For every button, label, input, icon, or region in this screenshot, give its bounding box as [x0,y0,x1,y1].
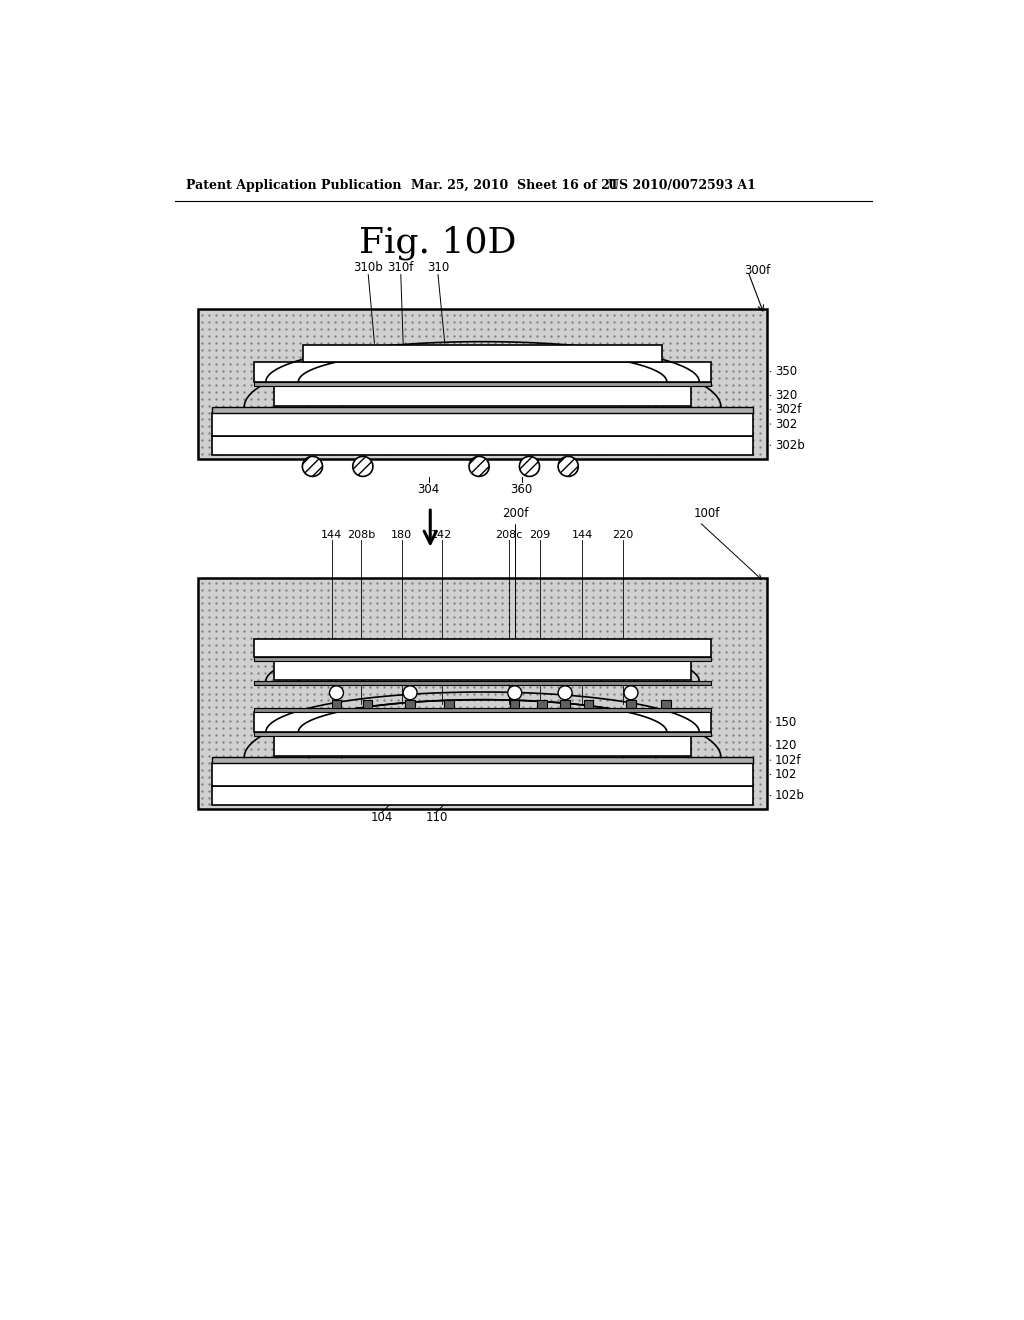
Circle shape [519,457,540,477]
Bar [212,407,754,412]
Text: 102: 102 [775,768,798,781]
Text: 310f: 310f [388,261,414,275]
Text: Fig. 10D: Fig. 10D [359,226,517,260]
Bar [212,785,754,805]
Text: 220: 220 [612,529,634,540]
Bar [212,763,754,785]
Bar [332,701,341,708]
Bar [444,701,454,708]
Bar [662,701,671,708]
Circle shape [330,686,343,700]
Text: 304: 304 [418,483,440,495]
Text: 360: 360 [511,483,532,495]
Text: 144: 144 [322,529,342,540]
Circle shape [508,686,521,700]
Text: Patent Application Publication: Patent Application Publication [186,178,401,191]
Bar [254,639,711,657]
Circle shape [469,457,489,477]
Bar [510,701,519,708]
Text: 350: 350 [775,366,798,379]
Bar [198,578,767,809]
Text: 208b: 208b [347,529,376,540]
Text: 180: 180 [391,529,412,540]
Bar [254,711,711,733]
Bar [303,345,662,362]
Bar [406,701,415,708]
Bar [627,701,636,708]
Text: 102f: 102f [775,754,802,767]
Text: 208c: 208c [495,529,522,540]
Circle shape [302,457,323,477]
Bar [254,362,711,381]
Bar [212,413,754,436]
Text: 102b: 102b [775,789,805,803]
Circle shape [558,686,572,700]
Bar [254,681,711,685]
Bar [212,436,754,455]
Bar [273,661,691,680]
Bar [584,701,593,708]
Text: 320: 320 [775,389,798,403]
Bar [273,737,691,756]
Text: 302: 302 [775,417,798,430]
Bar [362,701,372,708]
Circle shape [558,457,579,477]
Bar [538,701,547,708]
Text: 209: 209 [529,529,550,540]
Text: 310b: 310b [353,261,383,275]
Bar [198,309,767,459]
Circle shape [352,457,373,477]
Text: 302f: 302f [775,404,802,416]
Text: 144: 144 [571,529,593,540]
Text: 150: 150 [775,715,798,729]
Bar [254,657,711,661]
Text: 110: 110 [425,812,447,825]
Bar [254,708,711,711]
Text: Mar. 25, 2010  Sheet 16 of 21: Mar. 25, 2010 Sheet 16 of 21 [411,178,618,191]
Circle shape [624,686,638,700]
Text: 120: 120 [775,739,798,752]
Text: 200f: 200f [503,507,528,520]
Text: US 2010/0072593 A1: US 2010/0072593 A1 [608,178,757,191]
Text: 310: 310 [427,261,450,275]
Bar [273,385,691,405]
Text: 302b: 302b [775,438,805,451]
Bar [560,701,569,708]
Text: 104: 104 [371,812,393,825]
Bar [254,733,711,737]
Text: 300f: 300f [744,264,770,277]
Text: 142: 142 [431,529,453,540]
Bar [212,758,754,763]
Circle shape [403,686,417,700]
Bar [254,381,711,385]
Text: 100f: 100f [693,507,720,520]
